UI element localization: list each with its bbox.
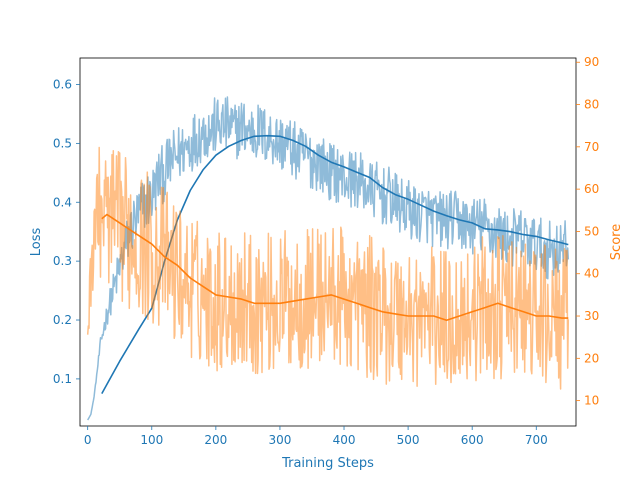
y-right-tick-label: 20 (584, 351, 599, 365)
y-left-tick-label: 0.1 (53, 372, 72, 386)
x-axis-title: Training Steps (281, 456, 374, 471)
y-right-tick-label: 10 (584, 394, 599, 408)
y-right-tick-label: 40 (584, 267, 599, 281)
y-axis-right-title: Score (609, 224, 624, 260)
x-tick-label: 500 (397, 433, 420, 447)
y-right-tick-label: 30 (584, 309, 599, 323)
y-left-tick-label: 0.6 (53, 77, 72, 91)
x-tick-label: 300 (268, 433, 291, 447)
y-right-tick-label: 60 (584, 182, 599, 196)
x-tick-label: 0 (84, 433, 92, 447)
y-left-tick-label: 0.4 (53, 195, 72, 209)
x-tick-label: 200 (204, 433, 227, 447)
plot-area (88, 97, 569, 420)
y-axis-left-title: Loss (29, 228, 44, 257)
y-left-tick-label: 0.2 (53, 313, 72, 327)
y-right-tick-label: 90 (584, 55, 599, 69)
y-right-tick-label: 50 (584, 224, 599, 238)
x-tick-label: 700 (525, 433, 548, 447)
x-tick-label: 100 (140, 433, 163, 447)
y-left-tick-label: 0.5 (53, 136, 72, 150)
x-tick-label: 400 (333, 433, 356, 447)
x-tick-label: 600 (461, 433, 484, 447)
y-left-tick-label: 0.3 (53, 254, 72, 268)
y-right-tick-label: 80 (584, 98, 599, 112)
y-right-tick-label: 70 (584, 140, 599, 154)
